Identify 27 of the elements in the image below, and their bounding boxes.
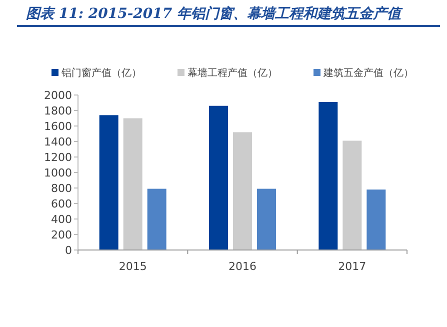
legend-label: 建筑五金产值（亿） <box>322 67 414 79</box>
y-tick-label: 600 <box>51 198 72 210</box>
y-tick-label: 400 <box>51 213 72 226</box>
chart-title: 图表 11: 2015-2017 年铝门窗、幕墙工程和建筑五金产值 <box>26 5 404 22</box>
y-tick-label: 1000 <box>44 166 72 180</box>
y-tick-label: 0 <box>65 244 72 257</box>
y-tick-label: 800 <box>51 182 72 195</box>
y-tick-label: 200 <box>51 228 72 242</box>
y-tick-label: 2000 <box>44 89 72 102</box>
bar <box>209 106 228 250</box>
bar <box>233 132 252 250</box>
legend-label: 幕墙工程产值（亿） <box>188 67 278 79</box>
x-tick-label: 2016 <box>228 260 256 273</box>
bar <box>147 188 166 250</box>
x-tick-label: 2017 <box>338 260 366 273</box>
bar <box>318 102 338 250</box>
legend-label: 铝门窗产值（亿） <box>60 67 142 79</box>
bar <box>342 140 362 250</box>
bar <box>366 190 386 250</box>
bar <box>257 188 276 250</box>
x-tick-label: 2015 <box>118 260 147 273</box>
y-tick-label: 1800 <box>44 104 72 118</box>
y-tick-label: 1600 <box>44 120 72 133</box>
y-tick-label: 1200 <box>44 151 72 164</box>
y-tick-label: 1400 <box>44 136 72 148</box>
bar <box>123 118 142 250</box>
bar <box>99 115 118 250</box>
